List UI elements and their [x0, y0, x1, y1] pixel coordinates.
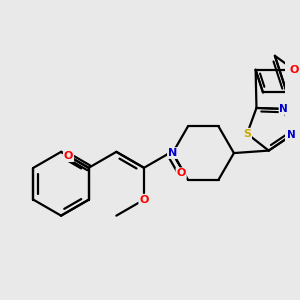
Text: O: O [290, 65, 299, 75]
Text: S: S [243, 129, 251, 139]
Text: O: O [139, 195, 149, 205]
Text: N: N [280, 104, 288, 114]
Text: N: N [168, 148, 177, 158]
Text: N: N [287, 130, 296, 140]
Text: O: O [64, 151, 73, 161]
Text: O: O [176, 168, 186, 178]
